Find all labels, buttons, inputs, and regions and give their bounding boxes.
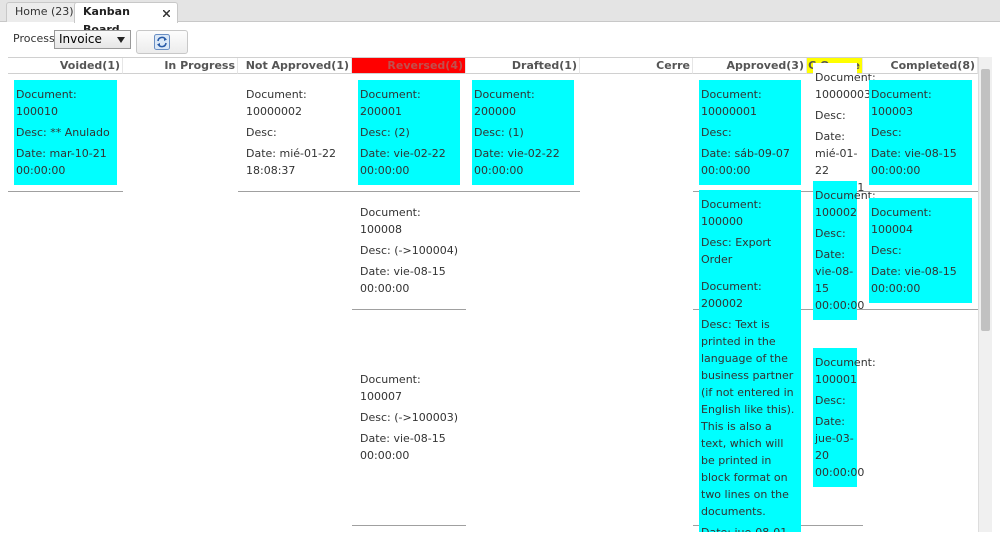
column-header: Drafted(1) <box>466 58 580 74</box>
card-date: Date: vie-08-15 00:00:00 <box>360 265 446 295</box>
card-cell: Document: 10000001 Desc: Date: sáb-09-07 0… <box>693 74 807 192</box>
card-date: Date: jue-08-01 00:00:00 <box>701 525 788 533</box>
refresh-button[interactable] <box>136 30 188 54</box>
tab-bar: Home (23) Kanban Board <box>0 0 1000 36</box>
kanban-card[interactable]: Document: 200002 Desc: Text is printed in… <box>699 271 801 533</box>
card-desc: Desc: ** Anulado <box>16 126 110 139</box>
card-cell: Document: 100001 Desc: Date: jue-03-20 00:… <box>807 310 876 526</box>
kanban-card[interactable]: Document: 10000002 Desc: Date: mié-01-22 1… <box>244 80 346 185</box>
kanban-card[interactable]: Document: 100010 Desc: ** Anulado Date: ma… <box>14 80 117 185</box>
card-desc: Desc: <box>815 109 846 122</box>
card-date: Date: vie-08-15 00:00:00 <box>871 265 957 295</box>
refresh-icon <box>154 34 170 50</box>
card-document: Document: 200001 <box>360 88 421 118</box>
card-desc: Desc: (->100003) <box>360 411 458 424</box>
kanban-card[interactable]: Document: 10000001 Desc: Date: sáb-09-07 0… <box>699 80 801 185</box>
process-select[interactable]: Invoice <box>54 30 131 49</box>
dropdown-arrow <box>117 37 125 43</box>
card-date: Date: sáb-09-07 00:00:00 <box>701 147 790 177</box>
card-desc: Desc: <box>701 126 732 139</box>
tab[interactable]: Home (23) <box>6 2 83 22</box>
card-desc: Desc: <box>815 394 846 407</box>
card-cell: Document: 100004 Desc: Date: vie-08-15 00:… <box>863 192 978 310</box>
card-date: Date: jue-03-20 00:00:00 <box>815 415 865 479</box>
kanban-card[interactable]: Document: 100003 Desc: Date: vie-08-15 00:… <box>869 80 972 185</box>
card-desc: Desc: (2) <box>360 126 410 139</box>
kanban-card[interactable]: Document: 100004 Desc: Date: vie-08-15 00:… <box>869 198 972 303</box>
card-cell: Document: 10000002 Desc: Date: mié-01-22 1… <box>238 74 352 192</box>
card-desc: Desc: (1) <box>474 126 524 139</box>
card-document: Document: 10000001 <box>701 88 762 118</box>
kanban-card[interactable]: Document: 200000 Desc: (1) Date: vie-02-22… <box>472 80 574 185</box>
kanban-card[interactable]: Document: 100007 Desc: (->100003) Date: vi… <box>358 365 460 470</box>
close-icon[interactable] <box>163 10 170 17</box>
card-document: Document: 100003 <box>871 88 932 118</box>
card-document: Document: 10000002 <box>246 88 307 118</box>
card-cell: Document: 100008 Desc: (->100004) Date: vi… <box>352 192 466 310</box>
card-cell: Document: 100002 Desc: Date: vie-08-15 00:… <box>807 181 876 320</box>
card-document: Document: 100002 <box>815 189 876 219</box>
card-date: Date: vie-02-22 00:00:00 <box>474 147 560 177</box>
select-value: Invoice <box>59 32 102 46</box>
card-document: Document: 10000003 <box>815 71 876 101</box>
card-desc: Desc: Text is printed in the language of… <box>701 317 795 518</box>
card-date: Date: vie-08-15 00:00:00 <box>871 147 957 177</box>
card-desc: Desc: <box>246 126 277 139</box>
card-date: Date: mié-01-22 18:08:37 <box>246 147 336 177</box>
card-cell: Document: 200002 Desc: Text is printed in… <box>693 271 807 532</box>
card-desc: Desc: <box>871 126 902 139</box>
card-document: Document: 100008 <box>360 206 421 236</box>
column-header: Completed(8) <box>863 58 978 74</box>
card-document: Document: 200002 <box>701 279 762 310</box>
card-cell: Document: 200000 Desc: (1) Date: vie-02-22… <box>466 74 580 192</box>
card-date: Date: mar-10-21 00:00:00 <box>16 147 107 177</box>
kanban-card[interactable]: Document: 100001 Desc: Date: jue-03-20 00:… <box>813 348 876 487</box>
column-header: Reversed(4) <box>352 58 466 74</box>
kanban-card[interactable]: Document: 200001 Desc: (2) Date: vie-02-22… <box>358 80 460 185</box>
scroll-thumb[interactable] <box>981 69 990 331</box>
card-document: Document: 100004 <box>871 206 932 236</box>
card-document: Document: 100000 <box>701 197 762 228</box>
card-cell: Document: 100010 Desc: ** Anulado Date: ma… <box>8 74 123 192</box>
column-header: In Progress <box>123 58 238 74</box>
card-cell: Document: 100003 Desc: Date: vie-08-15 00:… <box>863 74 978 192</box>
column-header: Voided(1) <box>8 58 123 74</box>
card-date: Date: vie-08-15 00:00:00 <box>815 248 865 312</box>
card-date: Date: vie-02-22 00:00:00 <box>360 147 446 177</box>
column-header: Cerre <box>580 58 693 74</box>
card-date: Date: vie-08-15 00:00:00 <box>360 432 446 462</box>
kanban-card[interactable]: Document: 100008 Desc: (->100004) Date: vi… <box>358 198 460 303</box>
card-desc: Desc: Export Order <box>701 235 772 266</box>
card-document: Document: 100010 <box>16 88 77 118</box>
card-desc: Desc: (->100004) <box>360 244 458 257</box>
kanban-board: Voided(1) Document: 100010 Desc: ** Anulad… <box>8 57 978 532</box>
column-header: Approved(3) <box>693 58 807 74</box>
card-document: Document: 100001 <box>815 356 876 386</box>
scrollbar[interactable] <box>978 57 992 532</box>
card-cell: Document: 100007 Desc: (->100003) Date: vi… <box>352 310 466 526</box>
card-document: Document: 200000 <box>474 88 535 118</box>
tab[interactable]: Kanban Board <box>74 2 178 36</box>
card-document: Document: 100007 <box>360 373 421 403</box>
column-header: Not Approved(1) <box>238 58 352 74</box>
card-desc: Desc: <box>815 227 846 240</box>
card-cell: Document: 200001 Desc: (2) Date: vie-02-22… <box>352 74 466 192</box>
process-label: Process <box>13 32 55 45</box>
card-desc: Desc: <box>871 244 902 257</box>
kanban-card[interactable]: Document: 100002 Desc: Date: vie-08-15 00:… <box>813 181 876 320</box>
